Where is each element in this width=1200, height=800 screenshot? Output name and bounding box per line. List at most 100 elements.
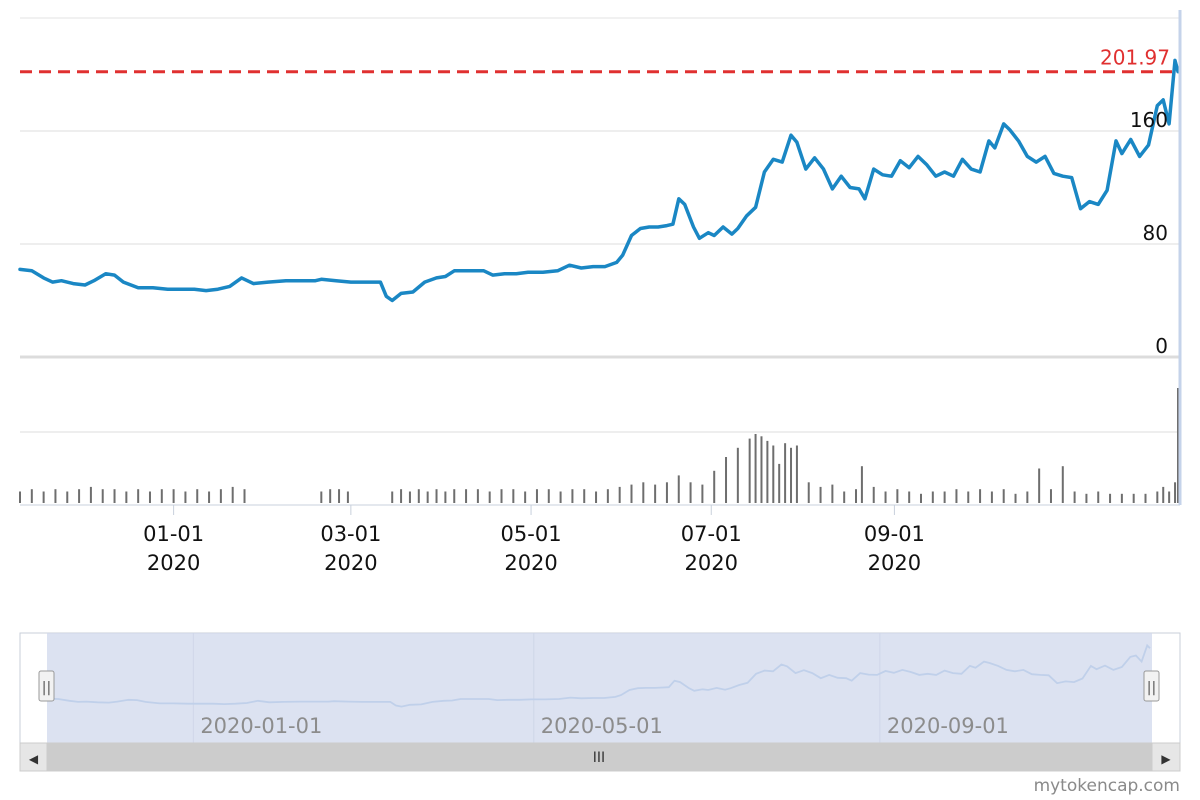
y-tick-label: 160 [1130,108,1168,132]
scroll-left-button[interactable] [19,742,48,772]
volume-bar [819,486,822,503]
volume-bar [476,489,479,503]
x-tick-label: 05-01 [501,522,562,546]
volume-bar [1014,493,1017,503]
credit-link[interactable]: mytokencap.com [1034,776,1180,796]
volume-bar [113,489,116,503]
volume-bar [571,489,574,503]
volume-bar [943,491,946,503]
volume-bar [896,489,899,503]
volume-bar [346,491,349,503]
navigator-tick-labels: 2020-01-01 2020-05-01 2020-09-01 [200,714,1009,738]
x-tick-year: 2020 [324,551,377,575]
volume-bar [919,493,922,503]
volume-bar [855,489,858,503]
volume-bar [196,489,199,503]
volume-bar [583,489,586,503]
x-tick-year: 2020 [147,551,200,575]
volume-bar [137,489,140,503]
volume-bar [725,457,728,503]
volume-bar [1132,493,1135,503]
volume-bar [630,484,633,503]
volume-bar [1174,482,1177,503]
scrollbar[interactable]: III ◀ ▶ [19,742,1181,772]
volume-bar [955,489,958,503]
arrow-right-icon: ▶ [1161,752,1171,766]
volume-bar [1168,491,1171,503]
volume-bar [884,491,887,503]
volume-bar [1162,486,1165,503]
handle-grip-icon: || [1147,680,1156,696]
volume-bar [778,463,781,503]
navigator-handle-left[interactable]: || [38,670,55,702]
volume-bars [19,388,1179,503]
volume-bar [559,491,562,503]
y-tick-label: 0 [1155,334,1168,358]
volume-bar [391,491,394,503]
volume-bar [30,489,33,503]
volume-bar [535,489,538,503]
handle-grip-icon: || [42,680,51,696]
x-tick-year: 2020 [504,551,557,575]
volume-bar [790,447,793,503]
volume-bar [772,445,775,503]
volume-bar [760,436,763,503]
arrow-left-icon: ◀ [29,752,39,766]
volume-bar [908,491,911,503]
price-grid [20,17,1180,433]
last-price-label: 201.97 [1100,46,1170,70]
volume-bar [172,489,175,503]
volume-bar [1097,491,1100,503]
volume-bar [1061,466,1064,503]
volume-bar [1073,491,1076,503]
x-tick-label: 03-01 [320,522,381,546]
volume-bar [524,491,527,503]
volume-bar [766,440,769,503]
volume-bar [231,486,234,503]
scrollbar-thumb[interactable] [47,743,1152,771]
volume-bar [148,491,151,503]
volume-bar [1002,489,1005,503]
volume-bar [990,491,993,503]
volume-bar [642,482,645,503]
volume-bar [101,489,104,503]
volume-bar [967,491,970,503]
volume-bar [320,491,323,503]
volume-bar [400,489,403,503]
volume-bar [754,434,757,503]
navigator-handle-right[interactable]: || [1143,670,1160,702]
volume-bar [338,489,341,503]
volume-bar [66,491,69,503]
volume-bar [979,489,982,503]
volume-bar [831,484,834,503]
volume-bar [701,484,704,503]
navigator[interactable]: 2020-01-01 2020-05-01 2020-09-01 || || [19,632,1181,744]
volume-bar [713,470,716,503]
volume-bar [595,491,598,503]
volume-bar [184,491,187,503]
scroll-right-button[interactable] [1151,742,1181,772]
volume-bar [160,489,163,503]
volume-bar [748,438,751,503]
volume-bar [1085,493,1088,503]
volume-bar [931,491,934,503]
volume-bar [1049,489,1052,503]
volume-bar [219,489,222,503]
volume-bar [547,489,550,503]
volume-bar [488,491,491,503]
navigator-selected-range[interactable] [47,633,1152,743]
volume-bar [1156,491,1159,503]
x-tick-label: 07-01 [681,522,742,546]
volume-bar [78,489,81,503]
x-tick-label: 01-01 [143,522,204,546]
volume-bar [42,491,45,503]
x-tick-year: 2020 [685,551,738,575]
y-tick-label: 80 [1143,221,1168,245]
volume-bar [807,482,810,503]
volume-bar [654,484,657,503]
volume-bar [89,486,92,503]
volume-bar [689,482,692,503]
volume-bar [1026,491,1029,503]
volume-bar [435,489,438,503]
volume-bar [1120,493,1123,503]
